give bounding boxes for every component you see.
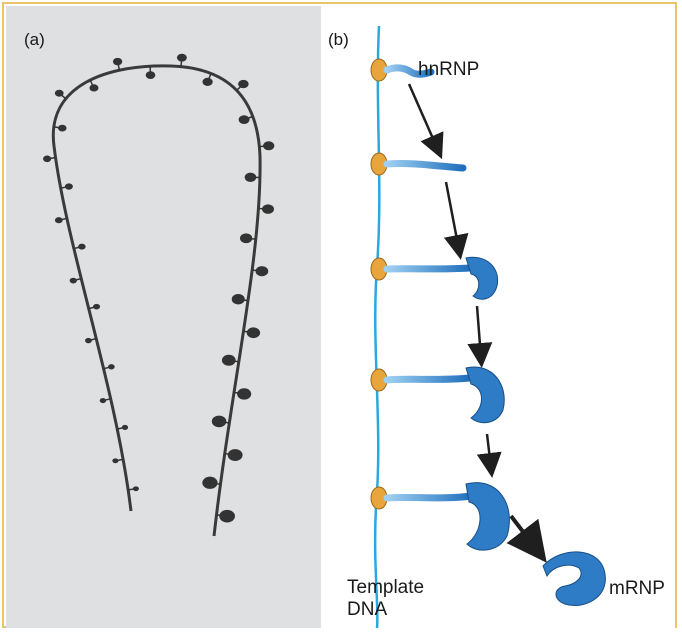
rnp-granule <box>262 204 274 214</box>
rnp-granule <box>112 458 119 464</box>
rnp-granule <box>255 266 269 277</box>
rnp-granule <box>202 77 213 86</box>
rnp-granule <box>85 337 92 344</box>
rnp-granule <box>246 327 261 339</box>
arrow-stage4-to-5 <box>476 433 502 478</box>
rnp-chain-5 <box>383 492 475 502</box>
template-dna-strand <box>373 25 381 628</box>
rnp-granule <box>221 354 236 366</box>
rnp-granule <box>69 277 77 284</box>
rnp-chain-3 <box>383 264 473 273</box>
panel-b-transcription-schematic: (b) <box>321 6 675 628</box>
rnp-granule <box>93 303 101 310</box>
rnp-granule <box>263 141 275 151</box>
hnrnp-label: hnRNP <box>418 59 480 80</box>
arrow-stage1-to-2 <box>407 83 444 160</box>
template-dna-label: Template DNA <box>347 577 424 621</box>
rnp-granule <box>145 71 156 79</box>
rnp-granule <box>99 397 107 404</box>
arrow-stage2-to-3 <box>443 181 469 260</box>
released-mrnp-globule <box>542 551 606 606</box>
figure-frame: (a) (b) <box>2 2 677 628</box>
rnp-granule <box>89 84 99 92</box>
rnp-globule-3 <box>465 256 499 300</box>
rnp-granule <box>54 217 63 224</box>
rnp-granule <box>132 486 139 492</box>
rnp-granule <box>244 172 257 182</box>
rnp-chain-2 <box>383 159 467 172</box>
rnp-granule <box>219 509 235 523</box>
arrow-stage5-to-release <box>506 514 547 563</box>
arrow-stage3-to-4 <box>467 305 493 368</box>
rnp-granule <box>176 53 187 62</box>
rnp-granule <box>202 476 218 489</box>
rnp-granule <box>237 388 252 400</box>
rnp-granule <box>231 294 245 305</box>
rnp-granule <box>239 233 253 244</box>
panel-a-electron-micrograph-drawing: (a) <box>6 6 321 628</box>
rnp-granule <box>227 449 243 462</box>
template-label-line2: DNA <box>347 599 388 620</box>
rnp-globule-5 <box>465 482 510 551</box>
rnp-granule <box>238 115 250 125</box>
schematic-drawing <box>370 25 606 628</box>
rnp-granule <box>112 57 123 66</box>
nascent-rnp-granules <box>43 53 275 523</box>
rnp-chain-1 <box>383 64 435 78</box>
rnp-granule <box>58 124 67 132</box>
chromatin-loop-fiber <box>51 64 262 537</box>
rnp-granule <box>54 89 64 97</box>
rnp-granule <box>238 79 249 89</box>
rnp-granule <box>43 155 52 163</box>
panel-b-label: (b) <box>328 30 349 49</box>
panel-a-label: (a) <box>24 30 45 49</box>
mrnp-label: mRNP <box>609 578 665 599</box>
rnp-granule <box>64 183 73 190</box>
rnp-granule <box>121 424 129 430</box>
rnp-globule-4 <box>465 366 505 424</box>
chromatin-loop-drawing <box>43 53 275 537</box>
template-label-line1: Template <box>347 577 425 598</box>
rnp-granule <box>78 243 86 250</box>
rnp-chain-4 <box>383 374 473 384</box>
rnp-granule <box>108 364 115 370</box>
rnp-granule <box>211 415 227 428</box>
